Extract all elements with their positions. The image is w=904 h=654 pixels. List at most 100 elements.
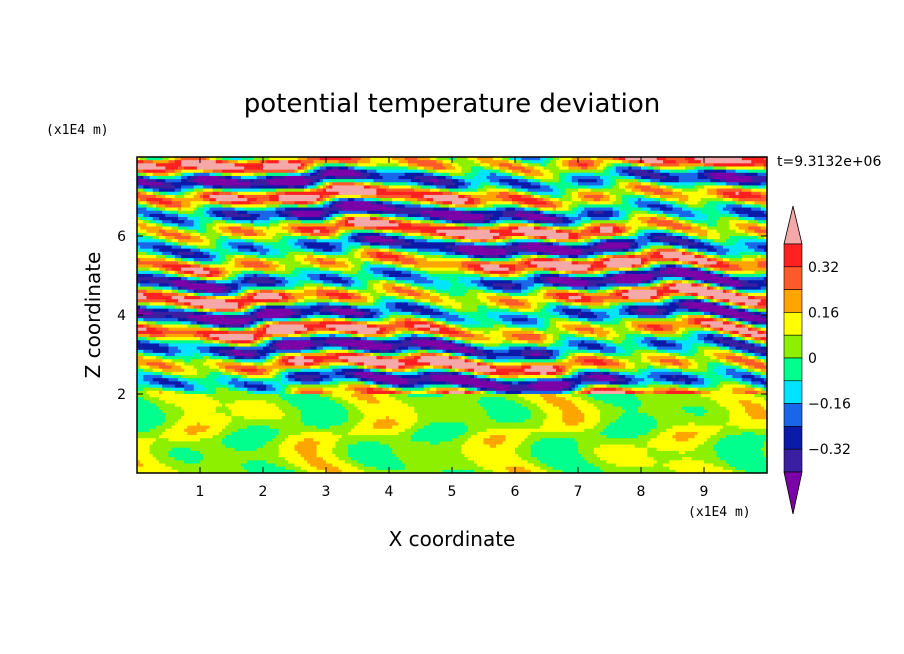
field-cell	[641, 226, 645, 231]
field-cell	[486, 182, 491, 186]
field-cell	[470, 182, 475, 186]
field-cell	[647, 207, 651, 212]
field-cell	[600, 188, 604, 193]
field-cell	[641, 204, 645, 208]
field-cell	[354, 204, 358, 208]
field-cell	[281, 201, 286, 205]
field-cell	[713, 201, 717, 205]
field-cell	[615, 160, 620, 164]
field-cell	[244, 217, 248, 221]
field-cell	[338, 160, 343, 164]
field-cell	[458, 207, 462, 212]
field-cell	[297, 191, 302, 196]
field-cell	[247, 226, 251, 231]
field-cell	[574, 172, 579, 177]
field-cell	[603, 185, 607, 189]
field-cell	[716, 175, 721, 180]
field-cell	[439, 213, 443, 218]
field-cell	[704, 229, 708, 234]
field-cell	[628, 210, 632, 215]
field-cell	[530, 182, 535, 186]
field-cell	[751, 198, 755, 202]
field-cell	[631, 172, 636, 177]
field-cell	[455, 210, 459, 215]
field-cell	[571, 210, 576, 215]
field-cell	[244, 210, 248, 215]
field-cell	[190, 213, 195, 218]
field-cell	[240, 223, 245, 227]
field-cell	[281, 157, 286, 161]
field-cell	[760, 213, 765, 218]
field-cell	[203, 163, 207, 167]
field-cell	[713, 179, 717, 183]
field-cell	[360, 226, 365, 231]
field-cell	[474, 229, 478, 234]
field-cell	[650, 229, 654, 234]
field-cell	[508, 198, 513, 202]
field-cell	[754, 172, 758, 177]
field-cell	[165, 157, 169, 161]
field-cell	[700, 185, 705, 189]
field-cell	[256, 191, 261, 196]
field-cell	[297, 163, 302, 167]
field-cell	[193, 229, 198, 234]
field-cell	[155, 198, 160, 202]
field-cell	[448, 169, 453, 174]
field-cell	[344, 232, 349, 237]
field-cell	[552, 210, 557, 215]
field-cell	[253, 229, 258, 234]
field-cell	[641, 207, 645, 212]
field-cell	[442, 182, 447, 186]
field-cell	[448, 229, 453, 234]
field-cell	[600, 217, 604, 221]
field-cell	[587, 182, 591, 186]
field-cell	[518, 198, 522, 202]
field-cell	[716, 191, 721, 196]
field-cell	[143, 213, 147, 218]
field-cell	[546, 232, 551, 237]
field-cell	[470, 204, 475, 208]
field-cell	[656, 232, 661, 237]
field-cell	[168, 210, 173, 215]
field-cell	[735, 198, 740, 202]
field-cell	[385, 210, 390, 215]
field-cell	[729, 210, 733, 215]
field-cell	[426, 194, 431, 199]
field-cell	[496, 220, 500, 224]
field-cell	[609, 191, 614, 196]
field-cell	[240, 191, 245, 196]
field-cell	[533, 188, 538, 193]
field-cell	[474, 182, 478, 186]
field-cell	[505, 163, 510, 167]
field-cell	[533, 226, 538, 231]
field-cell	[225, 226, 229, 231]
field-cell	[748, 201, 752, 205]
field-cell	[704, 179, 708, 183]
field-cell	[357, 191, 362, 196]
field-cell	[259, 232, 264, 237]
field-cell	[363, 179, 368, 183]
field-cell	[162, 204, 166, 208]
field-cell	[310, 194, 314, 199]
field-cell	[716, 157, 721, 161]
field-cell	[401, 198, 406, 202]
field-cell	[587, 220, 591, 224]
field-cell	[537, 169, 541, 174]
field-cell	[411, 210, 415, 215]
field-cell	[379, 198, 384, 202]
field-cell	[420, 175, 425, 180]
field-cell	[285, 226, 289, 231]
field-cell	[748, 220, 752, 224]
field-cell	[748, 175, 752, 180]
field-cell	[641, 163, 645, 167]
field-cell	[411, 204, 415, 208]
field-cell	[461, 207, 465, 212]
field-cell	[669, 220, 673, 224]
field-cell	[600, 207, 604, 212]
field-cell	[344, 220, 349, 224]
field-cell	[351, 226, 355, 231]
field-cell	[581, 232, 585, 237]
field-cell	[278, 223, 283, 227]
field-cell	[581, 185, 585, 189]
field-cell	[530, 198, 535, 202]
